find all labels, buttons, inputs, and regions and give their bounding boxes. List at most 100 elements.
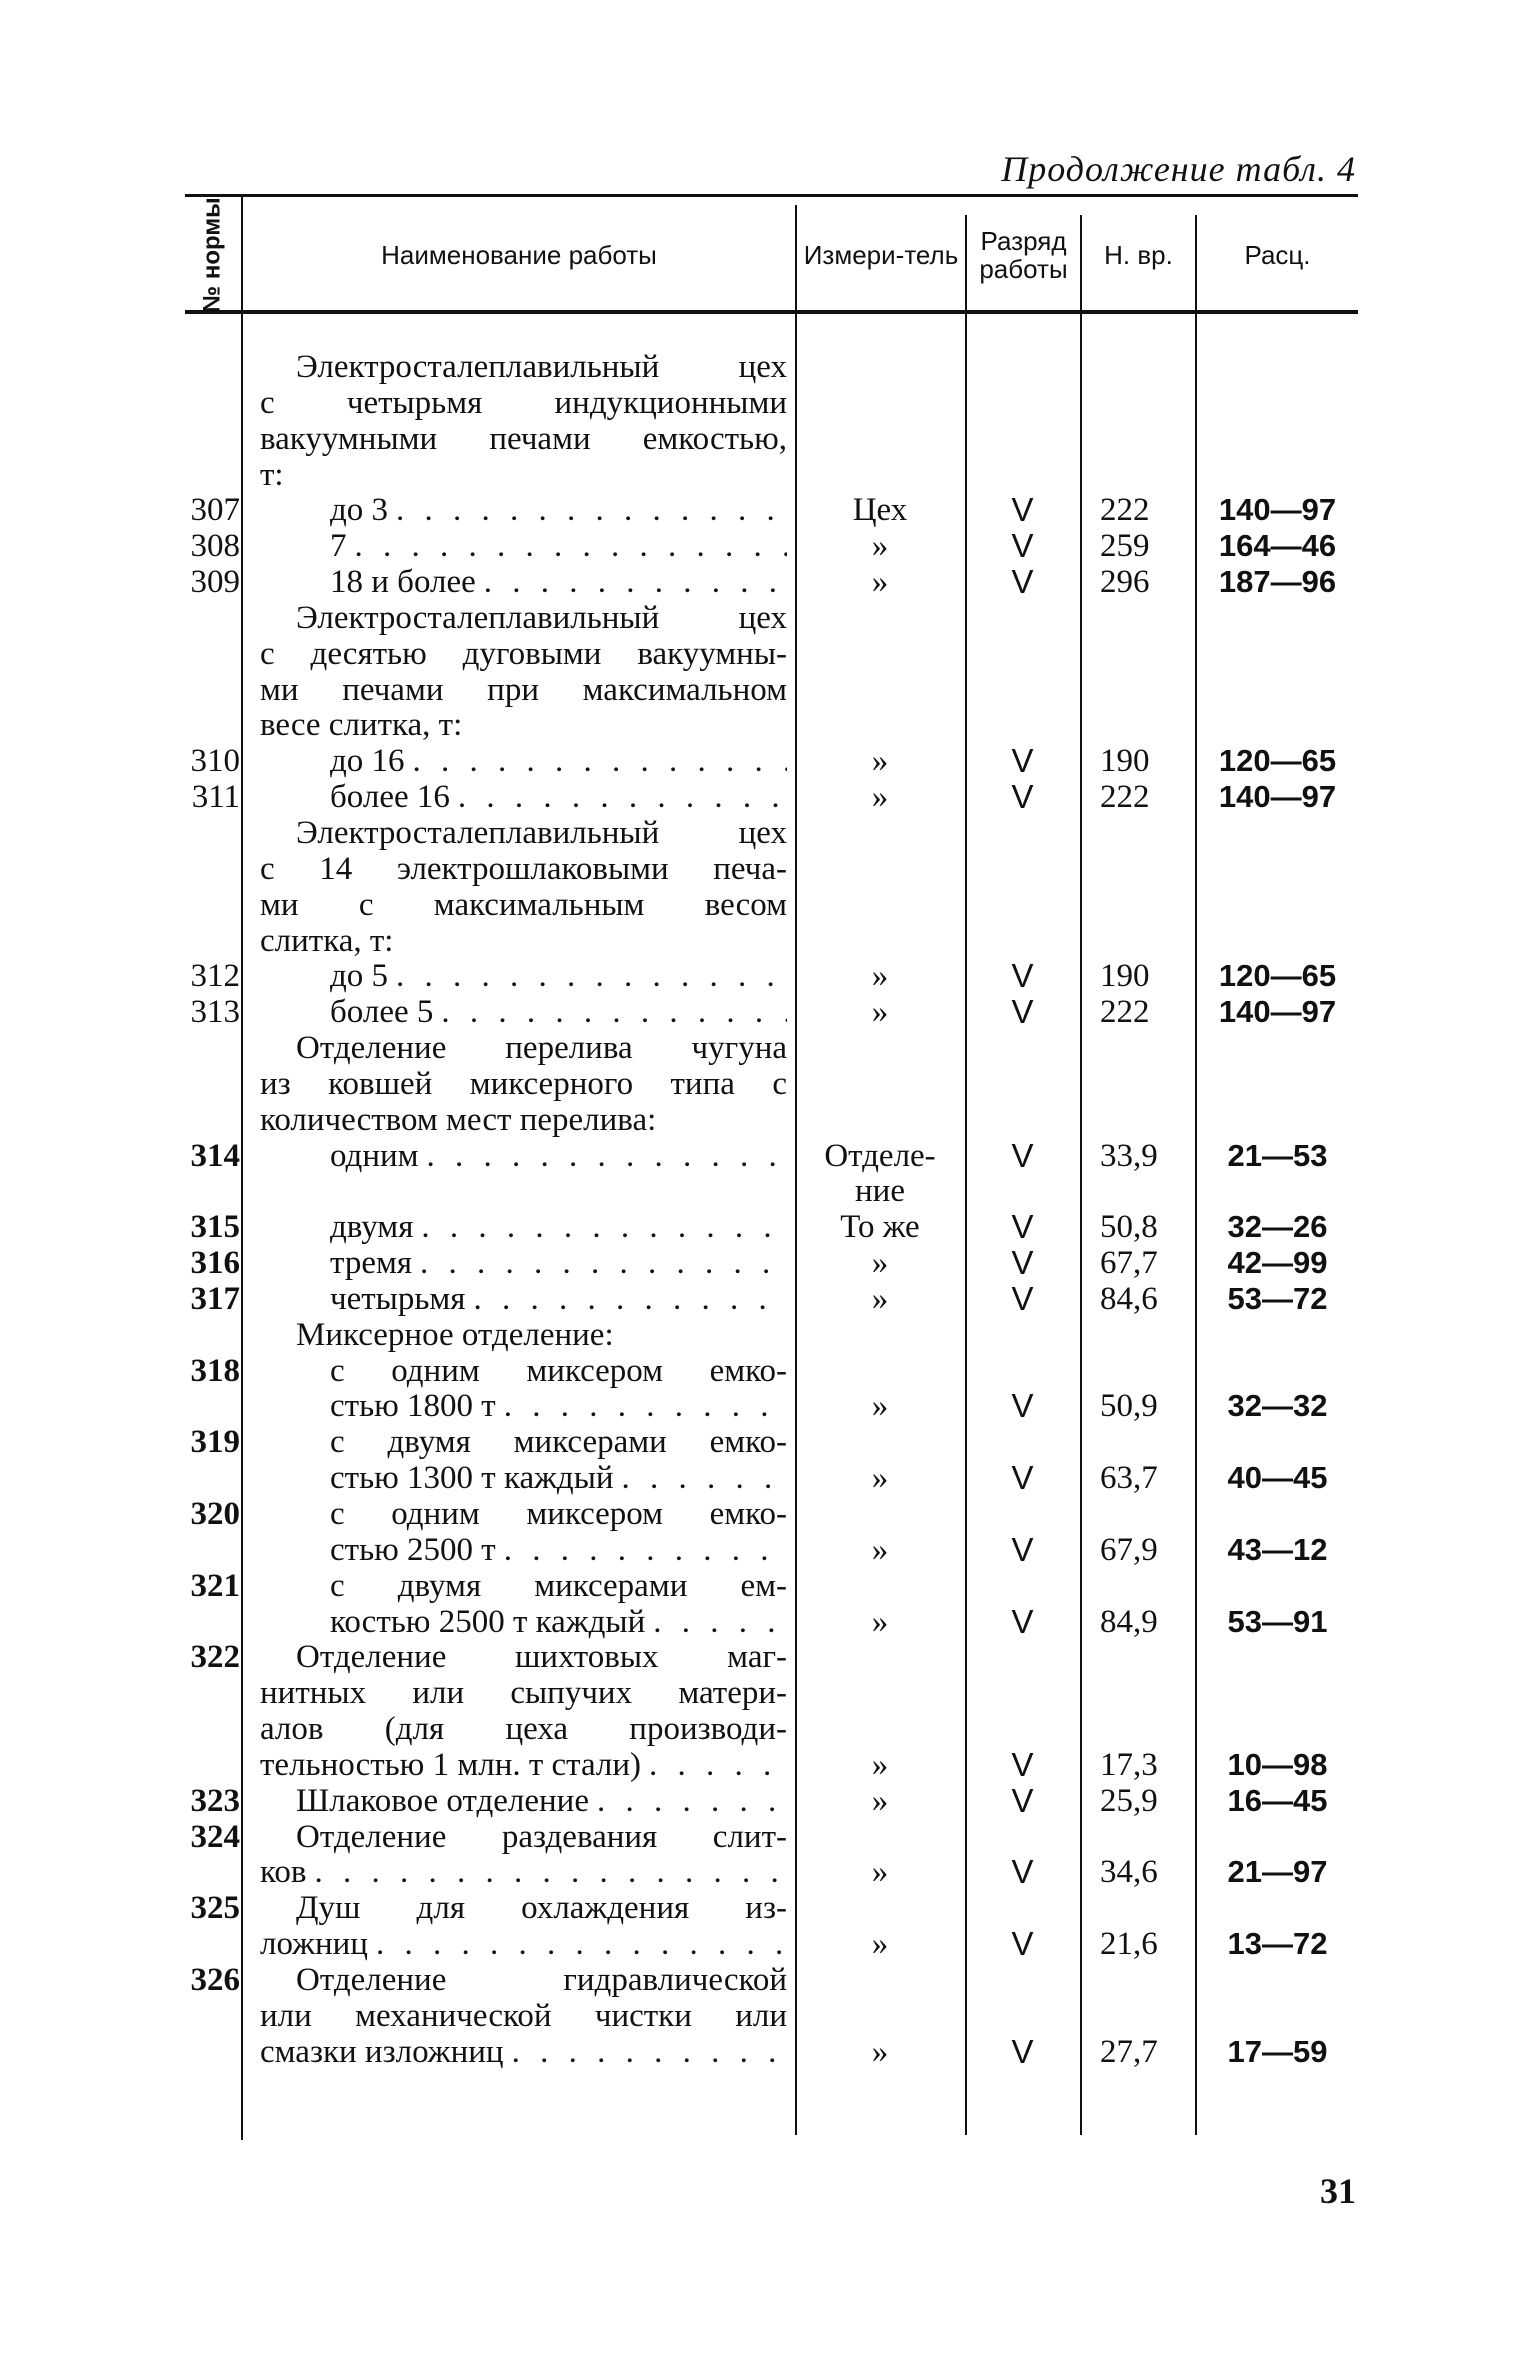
work-name-line: двумя [330,1209,787,1245]
work-name-text: с одним миксером емко- [330,1496,787,1532]
hours-cell: 67,7 [1100,1245,1158,1282]
dot-leader [306,1854,787,1890]
unit-cell: » [871,1603,889,1640]
work-name-text: стью 1300 т каждый [330,1460,614,1497]
grade-cell: V [1011,1853,1034,1891]
table-row-line: с десятью дуговыми вакуумны- [0,636,1536,672]
work-name-line: нитных или сыпучих матери- [260,1675,787,1711]
hours-cell: 27,7 [1100,2033,1158,2070]
hours-cell: 33,9 [1100,1137,1158,1174]
unit-cell: » [871,1746,889,1783]
unit-cell: Отделе- [824,1137,936,1174]
work-name-text: двумя [330,1209,414,1246]
grade-cell: V [1011,742,1034,780]
work-name-line: Отделение шихтовых маг- [296,1639,787,1675]
hours-cell: 21,6 [1100,1926,1158,1963]
dot-leader [433,994,787,1030]
grade-cell: V [1011,1136,1034,1174]
grade-cell: V [1011,778,1034,816]
work-name-text: слитка, т: [260,922,394,959]
table-row-line: ние [0,1173,1536,1209]
work-name-text: тремя [330,1245,413,1282]
table-row-line: ков » V 34,6 21—97 [0,1853,1536,1891]
header-grade: Разряд работы [979,226,1068,284]
rate-cell: 10—98 [1227,1746,1328,1782]
dot-leader [368,1926,787,1962]
rate-cell: 32—32 [1227,1388,1328,1424]
rate-cell: 17—59 [1227,2033,1328,2069]
unit-cell: » [871,2033,889,2070]
work-name-text: ми печами при максимальном [260,671,787,708]
work-name-text: количеством мест перелива: [260,1101,657,1138]
rate-cell: 120—65 [1218,743,1337,779]
work-name-text: с одним миксером емко- [330,1352,787,1389]
work-name-text: Отделение шихтовых маг- [296,1639,787,1676]
work-name-text: до 3 [330,492,389,529]
grade-cell: V [1011,1459,1034,1497]
unit-cell: » [871,779,889,816]
norm-number: 317 [190,1280,241,1317]
table-row-line: 319 с двумя миксерами емко- [0,1424,1536,1460]
unit-cell: » [871,1280,889,1317]
unit-cell: » [871,528,889,565]
rate-cell: 32—26 [1227,1209,1328,1245]
hours-cell: 190 [1100,958,1150,995]
table-row-line: 307 до 3 Цех V 222 140—97 [0,492,1536,529]
column-divider [965,215,967,2135]
unit-cell: » [871,958,889,995]
rate-cell: 13—72 [1227,1926,1328,1962]
hours-cell: 63,7 [1100,1460,1158,1497]
table-row-line: количеством мест перелива: [0,1102,1536,1138]
table-row-line: 308 7 » V 259 164—46 [0,527,1536,565]
hours-cell: 34,6 [1100,1854,1158,1891]
hours-cell: 222 [1100,779,1150,816]
norm-number: 310 [190,743,241,780]
work-name-text: ми с максимальным весом [260,886,787,923]
work-name-text: с двумя миксерами ем- [330,1567,787,1604]
table-row-line: 313 более 5 » V 222 140—97 [0,993,1536,1031]
work-name-line: четырьмя [330,1281,787,1317]
work-name-text: стью 2500 т [330,1531,496,1568]
table-row-line: ми с максимальным весом [0,887,1536,923]
work-name-line: Электросталеплавильный цех [296,600,787,636]
work-name-text: Отделение раздевания слит- [296,1818,787,1855]
page-title: Продолжение табл. 4 [1001,149,1356,189]
header-num-label: № нормы [199,197,227,313]
dot-leader [465,1281,787,1317]
header-name: Наименование работы [381,240,657,270]
hours-cell: 222 [1100,492,1150,529]
table-row-line: костью 2500 т каждый » V 84,9 53—91 [0,1603,1536,1640]
work-name-line: количеством мест перелива: [260,1102,787,1138]
work-name-line: стью 1300 т каждый [330,1460,787,1496]
table-row-line: 320 с одним миксером емко- [0,1496,1536,1532]
hours-cell: 84,6 [1100,1280,1158,1317]
table-row-line: ми печами при максимальном [0,672,1536,708]
norm-number: 321 [190,1567,241,1604]
grade-cell: V [1011,527,1034,565]
work-name-line: Отделение перелива чугуна [296,1030,787,1066]
work-name-line: с одним миксером емко- [330,1496,787,1532]
unit-cell: » [871,994,889,1031]
rate-cell: 140—97 [1218,779,1337,815]
work-name-line: стью 2500 т [330,1532,787,1568]
grade-cell: V [1011,1387,1034,1425]
rate-cell: 164—46 [1218,528,1337,564]
work-name-text: тельностью 1 млн. т стали) [260,1746,642,1783]
grade-cell: V [1011,993,1034,1031]
table-row-line: 321 с двумя миксерами ем- [0,1568,1536,1604]
column-divider [795,205,797,2135]
table-row-line: 311 более 16 » V 222 140—97 [0,778,1536,816]
hours-cell: 50,9 [1100,1388,1158,1425]
table-row-line: 318 с одним миксером емко- [0,1353,1536,1389]
work-name-line: до 16 [330,743,787,779]
work-name-line: т: [260,457,787,493]
table-row-line: 310 до 16 » V 190 120—65 [0,742,1536,780]
table-row-line: 315 двумя То же V 50,8 32—26 [0,1209,1536,1246]
table-row-line: 314 одним Отделе- V 33,9 21—53 [0,1136,1536,1174]
work-name-text: смазки изложниц [260,2033,504,2070]
table-row-line: 326 Отделение гидравлической [0,1962,1536,1998]
table-row-line: 312 до 5 » V 190 120—65 [0,958,1536,995]
work-name-line: стью 1800 т [330,1388,787,1424]
norm-number: 325 [190,1890,241,1927]
table-row-line: или механической чистки или [0,1998,1536,2034]
